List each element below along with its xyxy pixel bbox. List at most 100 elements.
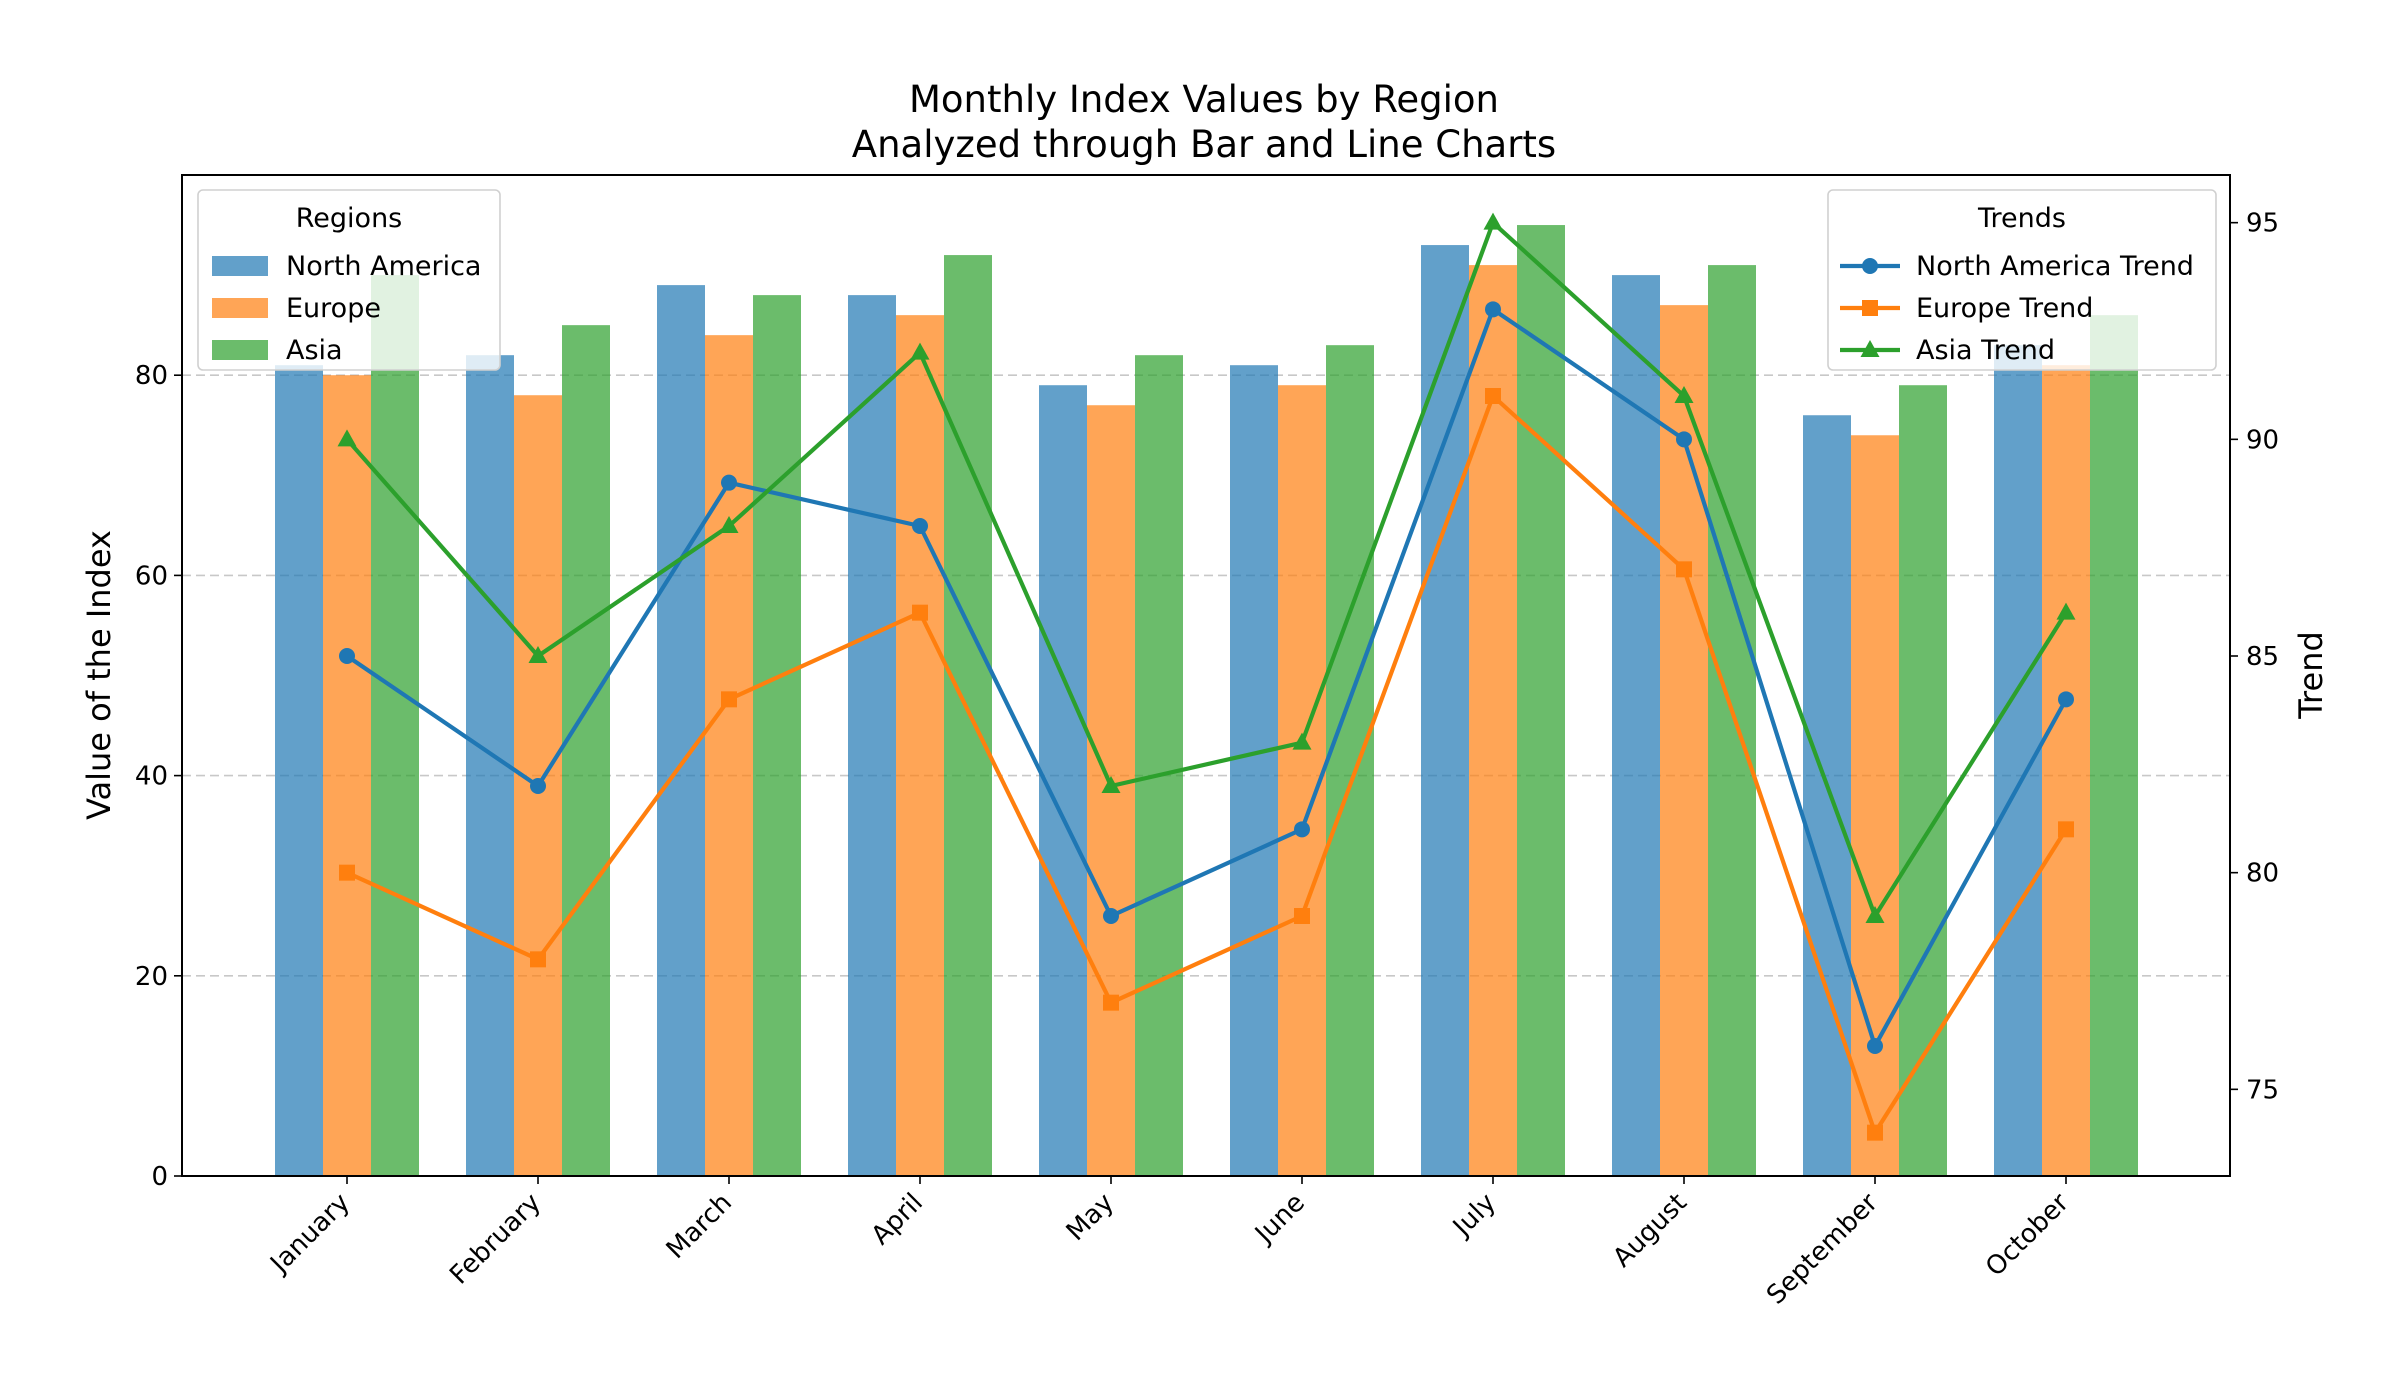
north-america-trend-point — [530, 778, 546, 794]
x-tick-label: February — [444, 1188, 547, 1291]
bar-europe — [705, 335, 753, 1176]
x-tick-label: May — [1061, 1188, 1120, 1247]
bar-asia — [944, 255, 992, 1176]
x-tick-label: April — [866, 1188, 929, 1251]
trend-lines — [337, 212, 2076, 1141]
asia-trend-point — [1483, 212, 1503, 230]
bar-asia — [562, 325, 610, 1176]
x-tick-label: January — [264, 1188, 356, 1280]
asia-trend-point — [1865, 906, 1885, 923]
legend-marker — [1862, 300, 1878, 316]
plot-frame — [181, 174, 2231, 1177]
europe-trend-point — [1485, 388, 1501, 404]
north-america-trend-point — [1294, 821, 1310, 838]
legend-title: Trends — [1977, 203, 2066, 234]
legend-label: Asia Trend — [1916, 335, 2055, 366]
europe-trend-point — [2058, 821, 2074, 838]
legend-swatch — [212, 340, 268, 360]
north-america-trend-point — [721, 474, 737, 491]
bar-north-america — [1421, 245, 1469, 1176]
bar-europe — [1851, 435, 1899, 1176]
legend-label: Europe Trend — [1916, 293, 2093, 324]
north-america-trend-point — [912, 518, 928, 534]
europe-trend-point — [1867, 1124, 1883, 1141]
chart-title-line-2: Analyzed through Bar and Line Charts — [852, 123, 1556, 166]
bar-asia — [371, 275, 419, 1177]
legend-swatch — [212, 256, 268, 276]
bar-asia — [1899, 385, 1947, 1177]
bar-europe — [1469, 265, 1517, 1177]
bar-asia — [1135, 355, 1183, 1176]
legend-box — [1827, 189, 2217, 371]
bar-north-america — [657, 285, 705, 1176]
y-tick-label-left: 20 — [135, 962, 168, 992]
y-tick-label-left: 60 — [135, 561, 168, 591]
north-america-trend-point — [1103, 908, 1119, 924]
bar-europe — [896, 315, 944, 1176]
chart-title-line-1: Monthly Index Values by Region — [909, 78, 1499, 121]
europe-trend-point — [530, 951, 546, 968]
legend-box — [197, 189, 501, 371]
legend-title: Regions — [296, 203, 403, 234]
north-america-trend-line — [345, 307, 2068, 1049]
y-tick-label-right: 95 — [2246, 209, 2279, 239]
north-america-trend-point — [1485, 301, 1501, 318]
y-tick-label-left: 0 — [151, 1162, 168, 1192]
bar-europe — [2042, 365, 2090, 1176]
europe-trend-point — [1676, 561, 1692, 578]
europe-trend-point — [912, 604, 928, 621]
asia-trend-point — [337, 429, 357, 447]
asia-trend-point — [1674, 386, 1694, 403]
bar-asia — [1326, 345, 1374, 1176]
x-tick-label: July — [1446, 1188, 1502, 1244]
north-america-trend-point — [1867, 1038, 1883, 1054]
bar-europe — [1660, 305, 1708, 1176]
legend-marker — [1860, 340, 1880, 357]
y-axis-label-left: Value of the Index — [80, 530, 118, 820]
legend-label: North America Trend — [1916, 251, 2194, 282]
x-tick-label: June — [1248, 1188, 1311, 1251]
bar-europe — [323, 375, 371, 1176]
x-tick-label: September — [1761, 1188, 1884, 1311]
asia-trend-line — [345, 220, 2068, 919]
bar-north-america — [848, 295, 896, 1176]
x-tick-label: March — [661, 1188, 738, 1265]
y-tick-label-right: 85 — [2246, 642, 2279, 672]
bar-north-america — [1803, 415, 1851, 1176]
legend-marker — [1862, 258, 1878, 274]
legend-label: Europe — [286, 293, 381, 324]
europe-trend-point — [1294, 908, 1310, 924]
bar-asia — [2090, 315, 2138, 1176]
legend-label: North America — [286, 251, 481, 282]
legend-regions: Regions North America Europe Asia — [197, 189, 501, 371]
y-axis-label-right: Trend — [2292, 631, 2330, 720]
y-tick-label-right: 75 — [2246, 1075, 2279, 1105]
north-america-trend-point — [1676, 431, 1692, 448]
europe-trend-point — [339, 864, 355, 881]
europe-trend-point — [721, 691, 737, 708]
asia-trend-point — [719, 516, 739, 533]
asia-trend-point — [2056, 602, 2076, 620]
north-america-trend-point — [339, 648, 355, 664]
x-tick-label: October — [1980, 1188, 2075, 1283]
bar-asia — [1708, 265, 1756, 1177]
legend-swatch — [212, 298, 268, 318]
asia-trend-point — [910, 342, 930, 360]
europe-trend-line — [346, 393, 2068, 1135]
y-tick-label-left: 40 — [135, 762, 168, 792]
x-tick-label: August — [1607, 1188, 1693, 1274]
legend-label: Asia — [286, 335, 343, 366]
asia-trend-point — [1101, 776, 1121, 793]
north-america-trend-point — [2058, 691, 2074, 708]
asia-trend-point — [1292, 732, 1312, 750]
bar-asia — [753, 295, 801, 1176]
bar-north-america — [1230, 365, 1278, 1176]
bar-north-america — [1612, 275, 1660, 1177]
y-tick-label-right: 80 — [2246, 859, 2279, 889]
bar-north-america — [1994, 345, 2042, 1176]
y-tick-label-left: 80 — [135, 361, 168, 391]
legend-trends: Trends North America Trend Europe Trend Asi… — [1827, 189, 2217, 371]
bar-asia — [1517, 225, 1565, 1177]
